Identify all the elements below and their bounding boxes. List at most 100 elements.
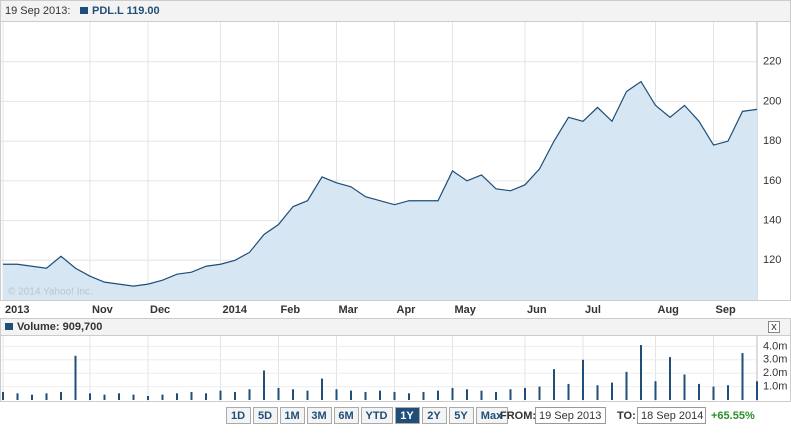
- range-button-label[interactable]: 1Y: [400, 410, 414, 422]
- volume-bar: [2, 391, 4, 400]
- x-tick-label: May: [455, 304, 477, 316]
- volume-bar: [553, 369, 555, 400]
- to-label: TO:: [617, 410, 636, 422]
- y-tick-label: 180: [763, 135, 781, 147]
- volume-frame: [0, 335, 791, 402]
- volume-bar: [495, 391, 497, 400]
- legend-swatch: [80, 7, 88, 14]
- x-tick-label: Mar: [339, 304, 359, 316]
- x-tick-label: Dec: [150, 304, 170, 316]
- volume-bar: [74, 355, 77, 400]
- range-button[interactable]: [334, 407, 359, 424]
- x-tick-label: Apr: [397, 304, 417, 316]
- range-button-label[interactable]: 6M: [338, 410, 353, 422]
- to-value[interactable]: 18 Sep 2014: [641, 410, 703, 422]
- price-area: [3, 81, 757, 300]
- volume-bar: [727, 385, 729, 400]
- volume-bar: [422, 391, 425, 400]
- y-tick-label: 3.0m: [763, 354, 787, 366]
- volume-bar: [190, 391, 193, 400]
- volume-bar: [698, 383, 700, 400]
- y-tick-label: 140: [763, 214, 781, 226]
- volume-bar: [45, 393, 48, 400]
- volume-bar: [582, 359, 584, 400]
- y-tick-label: 4.0m: [763, 340, 787, 352]
- volume-bar: [31, 394, 33, 400]
- y-tick-label: 220: [763, 56, 781, 68]
- range-button-label[interactable]: 3M: [311, 410, 326, 422]
- volume-bar: [437, 390, 439, 400]
- range-button[interactable]: [422, 407, 447, 424]
- range-button[interactable]: [253, 407, 278, 424]
- volume-bar: [205, 393, 207, 400]
- header-date: 19 Sep 2013:: [5, 5, 70, 17]
- change: +65.55%: [711, 410, 755, 422]
- range-button[interactable]: [226, 407, 251, 424]
- volume-bar: [538, 386, 541, 400]
- copyright: © 2014 Yahoo! Inc.: [8, 287, 93, 298]
- volume-bar: [712, 386, 715, 400]
- volume-bar: [321, 378, 323, 400]
- to-input[interactable]: [637, 407, 706, 424]
- volume-bar: [611, 382, 613, 400]
- volume-bar: [277, 387, 280, 400]
- close-text[interactable]: x: [771, 321, 777, 333]
- legend-swatch: [5, 323, 13, 330]
- range-button[interactable]: [476, 407, 508, 424]
- volume-bar: [669, 357, 671, 400]
- range-button[interactable]: [361, 407, 393, 424]
- volume-bar: [756, 381, 758, 400]
- range-button-label[interactable]: 1D: [231, 410, 245, 422]
- volume-bar: [640, 345, 642, 400]
- volume-bar-header: [0, 318, 791, 336]
- volume-bar: [596, 385, 599, 400]
- from-label: FROM:: [500, 410, 536, 422]
- volume-bar: [509, 389, 512, 400]
- volume-label: Volume: 909,700: [17, 321, 102, 333]
- header-quote: PDL.L 119.00: [92, 5, 160, 17]
- range-button[interactable]: [449, 407, 474, 424]
- close-button[interactable]: [768, 321, 780, 333]
- volume-bar: [60, 391, 62, 400]
- from-input[interactable]: [535, 407, 606, 424]
- x-tick-label: 2014: [223, 304, 248, 316]
- volume-bar: [408, 393, 410, 400]
- x-tick-label: Jul: [585, 304, 601, 316]
- x-tick-label: 2013: [5, 304, 29, 316]
- volume-bar: [393, 391, 396, 400]
- volume-bar: [524, 387, 526, 400]
- volume-bar: [248, 389, 251, 400]
- volume-bar: [306, 390, 309, 400]
- range-button[interactable]: [395, 407, 420, 424]
- y-tick-label: 200: [763, 95, 781, 107]
- x-tick-label: Feb: [281, 304, 301, 316]
- range-button-label[interactable]: 5D: [258, 410, 272, 422]
- range-button[interactable]: [307, 407, 332, 424]
- y-tick-label: 2.0m: [763, 367, 787, 379]
- volume-bar: [625, 371, 628, 400]
- x-tick-label: Sep: [716, 304, 736, 316]
- volume-bar: [176, 393, 178, 400]
- volume-bar: [683, 374, 686, 400]
- volume-bar: [741, 353, 744, 400]
- volume-bar: [161, 394, 164, 400]
- volume-bar: [147, 395, 149, 400]
- volume-bar: [16, 393, 19, 400]
- volume-bar: [263, 370, 265, 400]
- range-button-label[interactable]: 2Y: [427, 410, 441, 422]
- range-button-label[interactable]: YTD: [366, 410, 388, 422]
- range-button-label[interactable]: 5Y: [454, 410, 468, 422]
- range-button[interactable]: [280, 407, 305, 424]
- range-button-label[interactable]: 1M: [284, 410, 299, 422]
- y-tick-label: 160: [763, 175, 781, 187]
- volume-bar: [219, 390, 222, 400]
- from-value[interactable]: 19 Sep 2013: [539, 410, 601, 422]
- volume-bar: [466, 389, 468, 400]
- range-button-label[interactable]: Max: [481, 410, 503, 422]
- x-tick-label: Aug: [658, 304, 679, 316]
- volume-bar: [132, 394, 135, 400]
- volume-bar: [292, 389, 294, 400]
- volume-bar: [364, 391, 367, 400]
- volume-bar: [379, 390, 381, 400]
